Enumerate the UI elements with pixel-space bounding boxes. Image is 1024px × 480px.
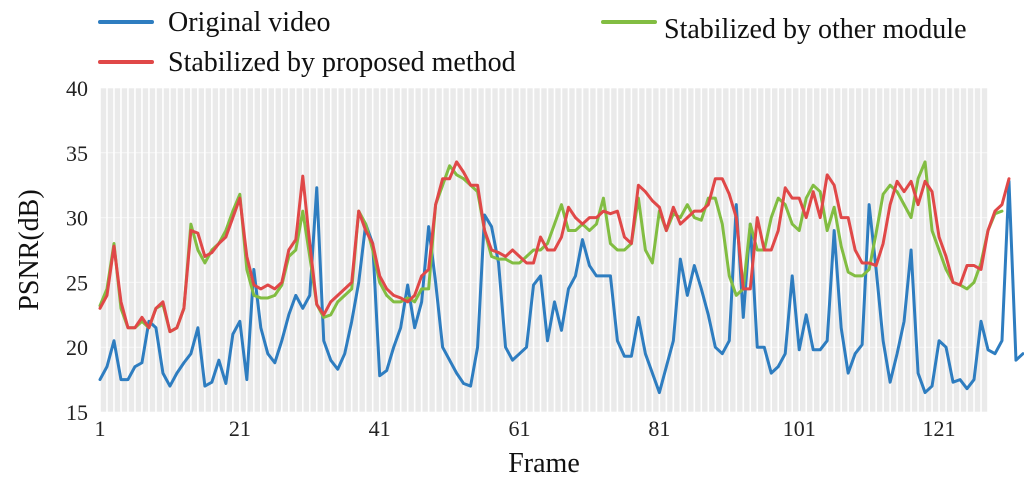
x-tick-label: 121	[923, 416, 956, 441]
legend-label-proposed: Stabilized by proposed method	[168, 47, 516, 78]
y-tick-label: 30	[66, 206, 88, 231]
series-layer	[98, 160, 1024, 395]
y-tick-label: 15	[66, 400, 88, 425]
series-line-other	[98, 160, 1004, 334]
x-tick-label: 81	[648, 416, 670, 441]
y-tick-label: 40	[66, 76, 88, 101]
y-tick-label: 20	[66, 335, 88, 360]
legend-label-other: Stabilized by other module	[664, 14, 967, 45]
y-tick-labels: 15 20 25 30 35 40	[66, 76, 88, 425]
x-tick-label: 61	[509, 416, 531, 441]
legend-label-original: Original video	[168, 7, 331, 38]
x-axis-title: Frame	[508, 448, 580, 479]
y-axis-title: PSNR(dB)	[14, 189, 45, 310]
x-tick-label: 41	[369, 416, 391, 441]
x-tick-label: 1	[95, 416, 106, 441]
y-tick-label: 35	[66, 141, 88, 166]
x-tick-label: 101	[783, 416, 816, 441]
legend: Original video Stabilized by proposed me…	[98, 7, 967, 78]
series-line-proposed	[98, 160, 1011, 334]
x-tick-labels: 1 21 41 61 81 101 121	[95, 416, 956, 441]
series-line-original	[98, 179, 1024, 395]
x-tick-label: 21	[229, 416, 251, 441]
y-tick-label: 25	[66, 270, 88, 295]
